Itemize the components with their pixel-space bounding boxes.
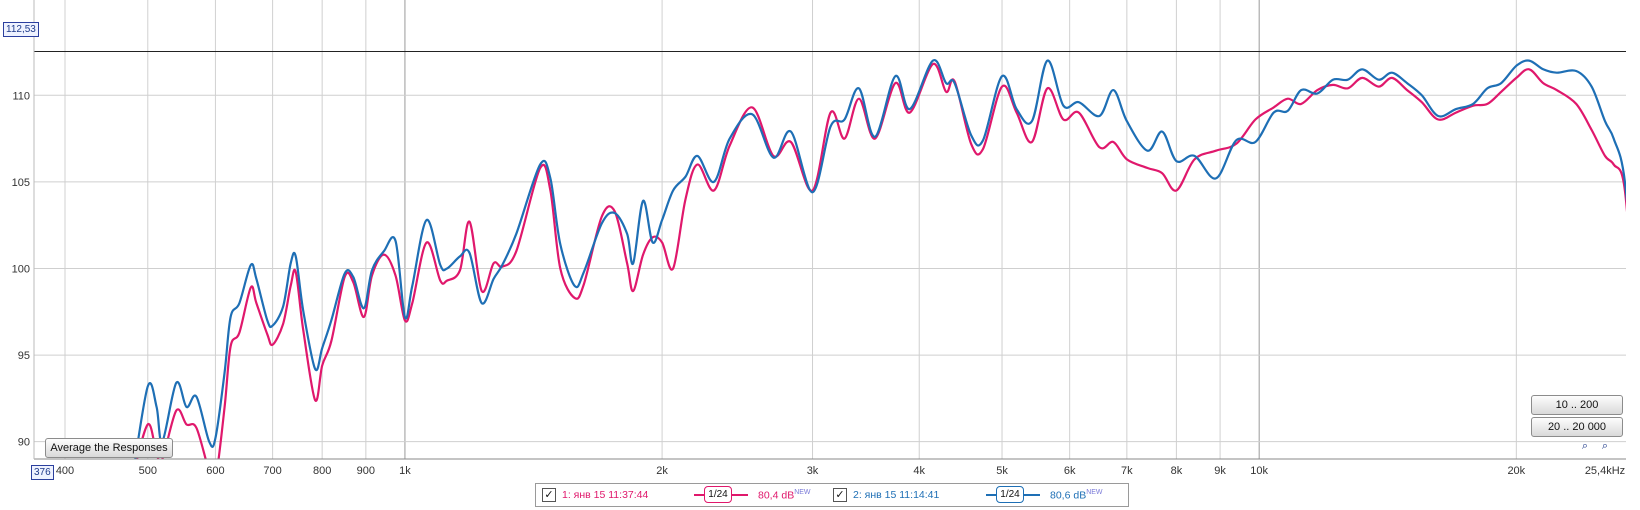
- y-tick-label: 105: [12, 177, 30, 189]
- x-tick-label: 500: [139, 465, 157, 477]
- legend: ✓ 1: янв 15 11:37:44 1/24 80,4 dBNEW ✓ 2…: [535, 483, 1129, 507]
- y-tick-label: 110: [12, 90, 30, 102]
- range-10-200-button[interactable]: 10 .. 200: [1531, 395, 1623, 415]
- checkbox-checked-icon[interactable]: ✓: [833, 488, 847, 502]
- cursor-x-readout: 376: [31, 465, 54, 480]
- legend-item2-level: 80,6 dBNEW: [1050, 489, 1103, 502]
- legend-item1-level-value: 80,4 dB: [758, 489, 795, 502]
- x-tick-label: 7k: [1121, 465, 1133, 477]
- x-tick-label: 3k: [807, 465, 819, 477]
- range-20-20000-button[interactable]: 20 .. 20 000: [1531, 417, 1623, 437]
- x-tick-label: 9k: [1214, 465, 1226, 477]
- x-tick-label: 6k: [1064, 465, 1076, 477]
- x-tick-label: 700: [263, 465, 281, 477]
- x-tick-label: 5k: [996, 465, 1008, 477]
- legend-item1-badge: NEW: [794, 489, 811, 496]
- x-tick-label: 10k: [1250, 465, 1268, 477]
- x-tick-label: 1k: [399, 465, 411, 477]
- legend-item1-label: 1: янв 15 11:37:44: [562, 489, 649, 501]
- legend-item2-level-value: 80,6 dB: [1050, 489, 1087, 502]
- y-tick-label: 90: [18, 437, 30, 449]
- y-tick-label: 95: [18, 350, 30, 362]
- checkbox-checked-icon[interactable]: ✓: [542, 488, 556, 502]
- plot-area: [34, 0, 1626, 459]
- legend-item2-badge: NEW: [1086, 489, 1103, 496]
- average-responses-button[interactable]: Average the Responses: [45, 438, 173, 458]
- x-tick-label: 20k: [1507, 465, 1525, 477]
- x-tick-label: 600: [206, 465, 224, 477]
- x-tick-label: 4k: [913, 465, 925, 477]
- x-tick-label: 2k: [656, 465, 668, 477]
- zoom-in-icon[interactable]: ⌕: [1581, 440, 1589, 452]
- series-line-1[interactable]: [133, 62, 1640, 484]
- x-tick-label: 25,4kHz: [1585, 465, 1625, 477]
- zoom-out-icon[interactable]: ⌕: [1601, 440, 1609, 452]
- legend-item1-smoothing[interactable]: 1/24: [704, 486, 732, 503]
- legend-item1-level: 80,4 dBNEW: [758, 489, 811, 502]
- legend-item2-label: 2: янв 15 11:14:41: [853, 489, 940, 501]
- x-tick-label: 900: [357, 465, 375, 477]
- series-line-2[interactable]: [133, 59, 1640, 476]
- x-tick-label: 8k: [1171, 465, 1183, 477]
- legend-item2-smoothing[interactable]: 1/24: [996, 486, 1024, 503]
- cursor-y-readout: 112,53: [3, 22, 39, 37]
- y-tick-label: 100: [12, 263, 30, 275]
- x-tick-label: 400: [56, 465, 74, 477]
- x-tick-label: 800: [313, 465, 331, 477]
